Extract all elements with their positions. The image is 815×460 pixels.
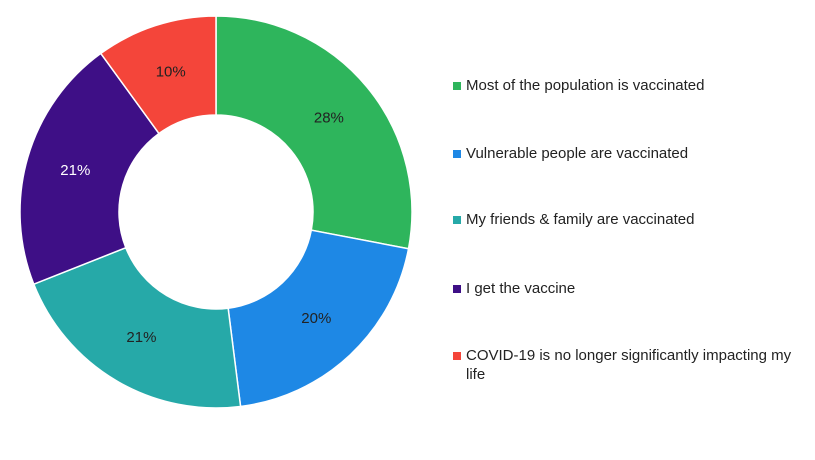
chart: 28% 20% 21% 21% 10% [19,15,413,409]
legend-swatch [453,150,461,158]
legend-item: Most of the population is vaccinated [453,76,803,95]
legend-label: COVID-19 is no longer significantly impa… [466,347,792,383]
legend-label: I get the vaccine [466,280,576,297]
data-label: 10% [156,64,186,81]
legend-label: Most of the population is vaccinated [466,77,705,94]
legend-item: Vulnerable people are vaccinated [453,144,803,163]
donut-segment [215,15,413,250]
legend-item: I get the vaccine [453,279,803,298]
legend-item: COVID-19 is no longer significantly impa… [453,346,803,384]
data-label: 21% [126,329,156,346]
legend-label: Vulnerable people are vaccinated [466,145,689,162]
legend-swatch [453,82,461,90]
legend-swatch [453,216,461,224]
donut-segment [19,52,161,286]
legend-swatch [453,352,461,360]
donut-segment [227,229,410,408]
data-label: 21% [60,162,90,179]
donut-segment [99,15,217,135]
legend-item: My friends & family are vaccinated [453,210,803,229]
legend-label: My friends & family are vaccinated [466,211,695,228]
data-label: 20% [301,310,331,327]
donut-segment [32,246,242,409]
legend-swatch [453,285,461,293]
data-label: 28% [314,110,344,127]
